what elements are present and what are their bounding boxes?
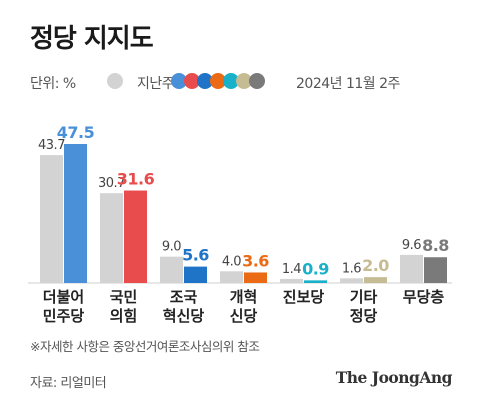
category-label: 국민 <box>110 288 138 306</box>
data-label-current: 3.6 <box>242 251 269 270</box>
legend-previous-swatch <box>107 73 123 89</box>
page-title: 정당 지지도 <box>30 24 154 54</box>
category-label: 신당 <box>230 307 258 325</box>
unit-label: 단위: % <box>30 76 76 92</box>
bar-current <box>124 190 147 283</box>
bar-current <box>424 257 447 283</box>
legend-current-swatch <box>236 73 252 89</box>
data-label-previous: 1.4 <box>282 262 301 277</box>
category-label: 더불어 <box>43 288 84 306</box>
bar-current <box>244 272 267 283</box>
category-label: 조국 <box>170 288 198 306</box>
category-label: 혁신당 <box>163 307 205 325</box>
data-label-previous: 9.6 <box>402 238 421 253</box>
data-label-current: 31.6 <box>117 170 155 189</box>
data-label-previous: 43.7 <box>38 138 65 153</box>
bar-previous <box>400 254 423 283</box>
category-label: 무당층 <box>403 288 445 306</box>
legend-current-swatch <box>171 73 187 89</box>
legend-current-swatch <box>223 73 239 89</box>
data-label-current: 5.6 <box>182 246 209 265</box>
bar-previous <box>40 155 63 283</box>
data-label-previous: 4.0 <box>222 254 241 269</box>
brand-logo: The JoongAng <box>335 368 453 387</box>
footnote: ※자세한 사항은 중앙선거여론조사심의위 참조 <box>30 339 260 354</box>
legend: 단위: % 지난주 2024년 11월 2주 <box>30 70 470 94</box>
category-label: 의힘 <box>110 307 138 325</box>
legend-current-label: 2024년 11월 2주 <box>296 76 400 92</box>
legend-previous-label: 지난주 <box>137 76 175 92</box>
bar-previous <box>160 256 183 283</box>
category-label: 정당 <box>350 307 378 325</box>
legend-current-swatch <box>184 73 200 89</box>
bar-previous <box>280 278 303 283</box>
bar-current <box>184 266 207 283</box>
category-label: 기타 <box>350 288 378 306</box>
bar-current <box>64 144 87 283</box>
data-label-current: 2.0 <box>362 256 389 275</box>
category-label: 진보당 <box>283 288 325 306</box>
bar-current <box>364 277 387 283</box>
data-label-previous: 1.6 <box>342 261 361 276</box>
legend-current-swatch <box>249 73 265 89</box>
data-label-current: 0.9 <box>302 259 329 278</box>
bar-previous <box>220 271 243 283</box>
data-label-current: 47.5 <box>57 123 95 142</box>
legend-current-swatch <box>197 73 213 89</box>
data-label-previous: 9.0 <box>162 240 181 255</box>
bar-previous <box>340 278 363 283</box>
source-label: 자료: 리얼미터 <box>30 376 107 391</box>
data-label-previous: 30.7 <box>98 176 125 191</box>
bar-current <box>304 280 327 283</box>
data-label-current: 8.8 <box>422 236 449 255</box>
category-label: 개혁 <box>230 288 258 306</box>
category-label: 민주당 <box>43 307 85 325</box>
legend-current-swatch <box>210 73 226 89</box>
bar-previous <box>100 193 123 283</box>
